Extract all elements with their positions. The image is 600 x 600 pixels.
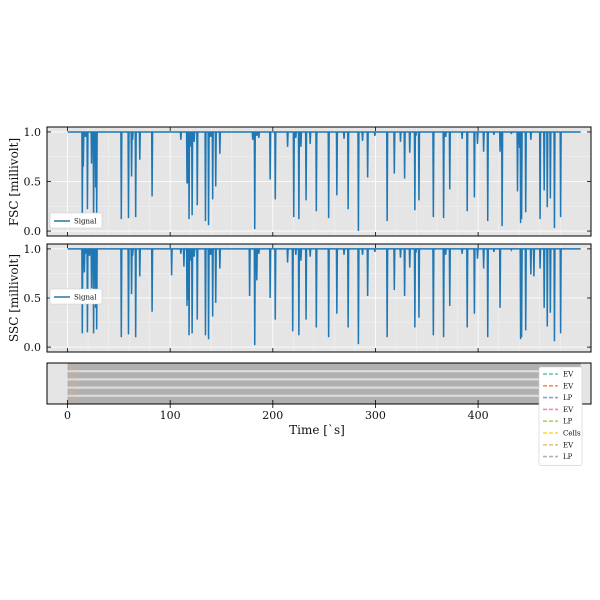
y-tick-label: 0.5 bbox=[24, 292, 42, 305]
legend-box bbox=[538, 366, 583, 466]
fsc-y-axis-label: FSC [millivolt] bbox=[7, 138, 21, 226]
legend-label: Cells bbox=[563, 430, 581, 438]
legend-label: Signal bbox=[74, 294, 97, 302]
legend: Signal bbox=[49, 288, 103, 305]
signal-line bbox=[67, 248, 581, 346]
fsc-panel: 0.0 0.5 1.0 Signal bbox=[24, 126, 592, 238]
legend-label: EV bbox=[563, 441, 574, 449]
x-axis-label: Time [`s] bbox=[289, 423, 345, 437]
plot-frame bbox=[46, 362, 592, 405]
legend-label: EV bbox=[563, 371, 574, 379]
x-tick-label: 0 bbox=[64, 409, 71, 422]
x-tick-label: 300 bbox=[365, 409, 386, 422]
ssc-y-axis-label: SSC [millivolt] bbox=[7, 254, 21, 342]
legend-label: LP bbox=[563, 418, 573, 426]
legend-box bbox=[49, 288, 103, 305]
ssc-panel: 0.0 0.5 1.0 Signal bbox=[24, 243, 592, 354]
y-tick-label: 1.0 bbox=[24, 243, 42, 256]
legend-label: Signal bbox=[74, 218, 97, 226]
gate-band bbox=[67, 363, 581, 404]
legend-label: EV bbox=[563, 382, 574, 390]
y-tick-label: 0.0 bbox=[24, 225, 42, 238]
legend-label: EV bbox=[563, 406, 574, 414]
legend: Signal bbox=[49, 212, 103, 229]
legend-label: LP bbox=[563, 453, 573, 461]
legend-label: LP bbox=[563, 394, 573, 402]
legend-box bbox=[49, 212, 103, 229]
y-tick-label: 0.5 bbox=[24, 176, 42, 189]
gates-panel: 0 100 200 300 400 EV EV LP EV LP Cells EV LP bbox=[46, 362, 592, 466]
y-tick-label: 0.0 bbox=[24, 341, 42, 354]
x-tick-label: 100 bbox=[160, 409, 181, 422]
gates-legend: EV EV LP EV LP Cells EV LP bbox=[538, 366, 583, 466]
x-tick-label: 200 bbox=[262, 409, 283, 422]
signal-line bbox=[67, 131, 581, 232]
x-tick-label: 400 bbox=[468, 409, 489, 422]
y-tick-label: 1.0 bbox=[24, 126, 42, 139]
